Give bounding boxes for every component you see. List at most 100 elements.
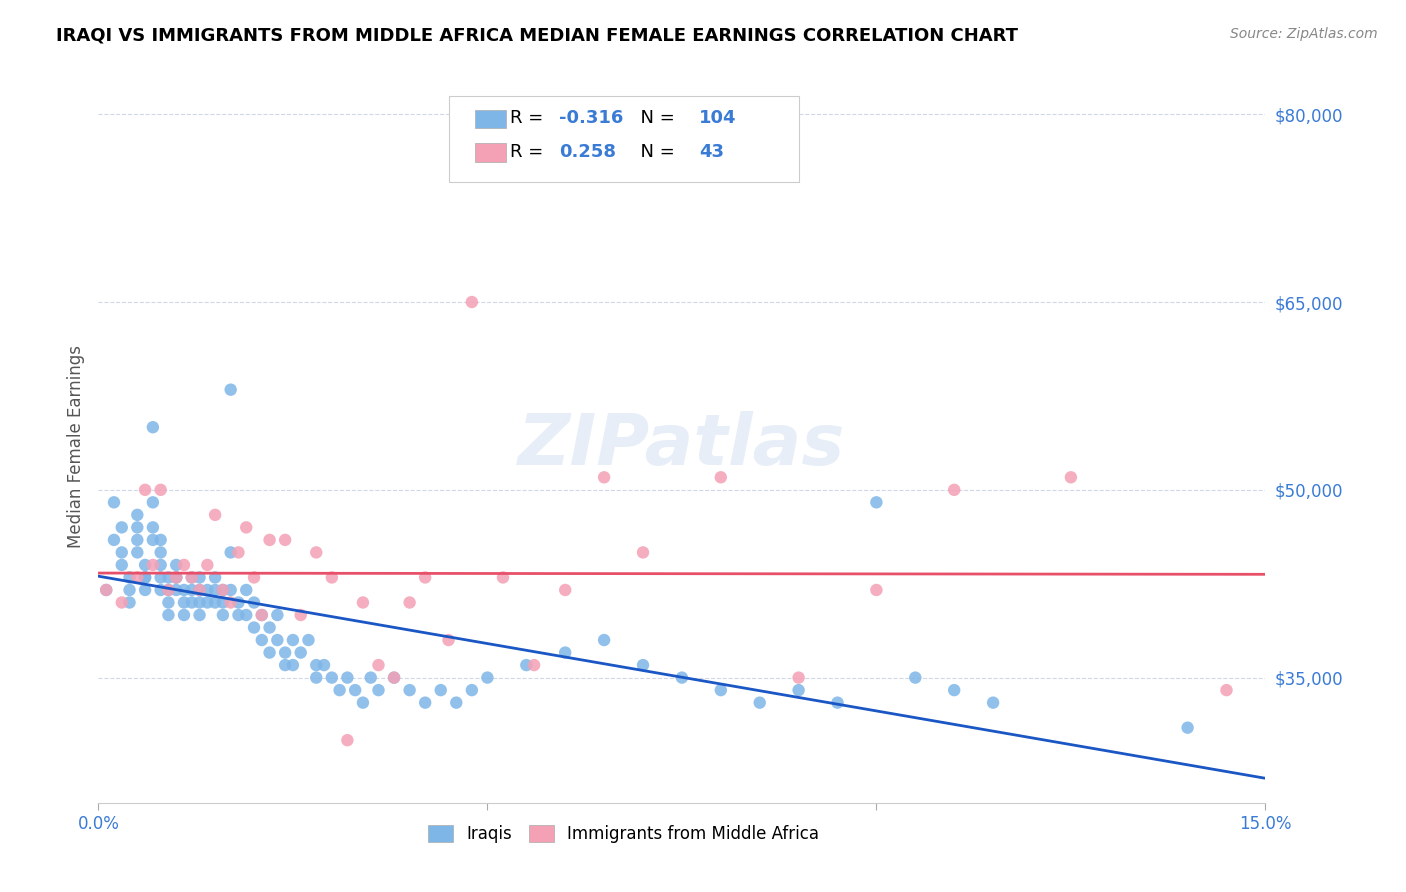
- Immigrants from Middle Africa: [173, 558, 195, 572]
- Iraqis: [204, 595, 226, 609]
- Iraqis: [142, 495, 165, 509]
- Immigrants from Middle Africa: [305, 545, 328, 559]
- Text: N =: N =: [630, 110, 681, 128]
- Iraqis: [157, 570, 180, 584]
- Iraqis: [274, 646, 297, 660]
- Text: R =: R =: [510, 143, 550, 161]
- Immigrants from Middle Africa: [437, 633, 460, 648]
- Iraqis: [149, 533, 172, 547]
- Iraqis: [904, 671, 927, 685]
- Immigrants from Middle Africa: [290, 607, 312, 622]
- Iraqis: [118, 570, 141, 584]
- Iraqis: [235, 607, 257, 622]
- Immigrants from Middle Africa: [398, 595, 420, 609]
- Legend: Iraqis, Immigrants from Middle Africa: Iraqis, Immigrants from Middle Africa: [419, 817, 828, 852]
- Text: R =: R =: [510, 110, 550, 128]
- Iraqis: [180, 595, 202, 609]
- Iraqis: [134, 570, 156, 584]
- Iraqis: [127, 533, 149, 547]
- Iraqis: [142, 420, 165, 434]
- Iraqis: [352, 696, 374, 710]
- FancyBboxPatch shape: [475, 110, 506, 128]
- Iraqis: [118, 582, 141, 597]
- Iraqis: [250, 633, 273, 648]
- Iraqis: [398, 683, 420, 698]
- Iraqis: [593, 633, 616, 648]
- Iraqis: [212, 582, 235, 597]
- FancyBboxPatch shape: [449, 96, 799, 182]
- Text: -0.316: -0.316: [560, 110, 624, 128]
- Iraqis: [321, 671, 343, 685]
- Iraqis: [96, 582, 118, 597]
- Immigrants from Middle Africa: [134, 483, 156, 497]
- Iraqis: [180, 570, 202, 584]
- Immigrants from Middle Africa: [250, 607, 273, 622]
- Iraqis: [243, 621, 266, 635]
- Iraqis: [111, 545, 134, 559]
- Iraqis: [204, 582, 226, 597]
- Iraqis: [429, 683, 451, 698]
- Iraqis: [165, 582, 187, 597]
- Iraqis: [212, 607, 235, 622]
- Iraqis: [103, 495, 125, 509]
- Iraqis: [344, 683, 367, 698]
- Iraqis: [281, 633, 304, 648]
- Iraqis: [266, 633, 288, 648]
- Iraqis: [981, 696, 1004, 710]
- Immigrants from Middle Africa: [352, 595, 374, 609]
- Immigrants from Middle Africa: [413, 570, 436, 584]
- Iraqis: [413, 696, 436, 710]
- Immigrants from Middle Africa: [367, 658, 389, 673]
- Immigrants from Middle Africa: [274, 533, 297, 547]
- Iraqis: [127, 520, 149, 534]
- Iraqis: [204, 570, 226, 584]
- Immigrants from Middle Africa: [631, 545, 654, 559]
- Immigrants from Middle Africa: [243, 570, 266, 584]
- Iraqis: [865, 495, 887, 509]
- Iraqis: [710, 683, 733, 698]
- Iraqis: [149, 582, 172, 597]
- Iraqis: [165, 570, 187, 584]
- Immigrants from Middle Africa: [710, 470, 733, 484]
- Iraqis: [305, 671, 328, 685]
- Immigrants from Middle Africa: [111, 595, 134, 609]
- Immigrants from Middle Africa: [865, 582, 887, 597]
- Iraqis: [235, 582, 257, 597]
- Iraqis: [367, 683, 389, 698]
- Iraqis: [134, 582, 156, 597]
- Iraqis: [219, 582, 242, 597]
- Immigrants from Middle Africa: [336, 733, 359, 747]
- Iraqis: [118, 595, 141, 609]
- Iraqis: [149, 545, 172, 559]
- Iraqis: [134, 570, 156, 584]
- Immigrants from Middle Africa: [1215, 683, 1237, 698]
- Immigrants from Middle Africa: [461, 295, 484, 310]
- Immigrants from Middle Africa: [593, 470, 616, 484]
- Iraqis: [461, 683, 484, 698]
- Immigrants from Middle Africa: [259, 533, 281, 547]
- Immigrants from Middle Africa: [195, 558, 218, 572]
- Iraqis: [1177, 721, 1199, 735]
- Immigrants from Middle Africa: [228, 545, 250, 559]
- Immigrants from Middle Africa: [492, 570, 515, 584]
- Iraqis: [943, 683, 966, 698]
- Iraqis: [173, 607, 195, 622]
- Iraqis: [554, 646, 576, 660]
- Iraqis: [329, 683, 352, 698]
- Iraqis: [127, 545, 149, 559]
- Immigrants from Middle Africa: [149, 483, 172, 497]
- Immigrants from Middle Africa: [165, 570, 187, 584]
- Iraqis: [149, 558, 172, 572]
- Iraqis: [188, 595, 211, 609]
- Iraqis: [228, 607, 250, 622]
- Iraqis: [195, 595, 218, 609]
- Iraqis: [219, 383, 242, 397]
- Iraqis: [281, 658, 304, 673]
- Iraqis: [212, 595, 235, 609]
- Immigrants from Middle Africa: [180, 570, 202, 584]
- Iraqis: [297, 633, 319, 648]
- Immigrants from Middle Africa: [157, 582, 180, 597]
- Iraqis: [111, 520, 134, 534]
- Iraqis: [259, 621, 281, 635]
- Iraqis: [195, 582, 218, 597]
